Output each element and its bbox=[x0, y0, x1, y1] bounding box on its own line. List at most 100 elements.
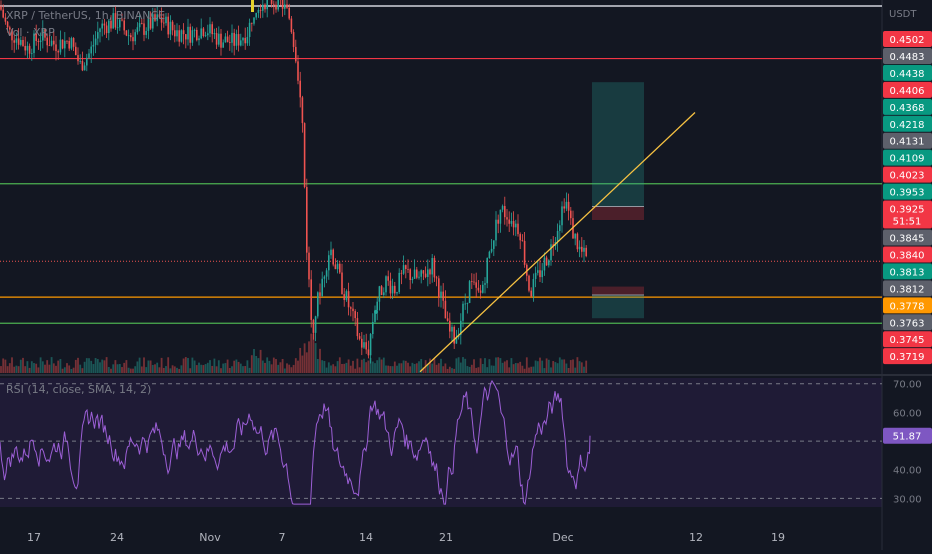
candle-body bbox=[200, 28, 202, 39]
candle-body bbox=[567, 201, 570, 211]
candle-body bbox=[116, 27, 119, 29]
trendline[interactable] bbox=[419, 112, 696, 373]
loss-zone-box[interactable] bbox=[592, 286, 644, 296]
candle-body bbox=[473, 281, 475, 283]
volume-bar bbox=[422, 367, 425, 373]
volume-bar bbox=[187, 358, 189, 373]
candle-body bbox=[407, 268, 409, 270]
candle-body bbox=[26, 45, 29, 51]
volume-bar bbox=[99, 362, 101, 373]
volume-bar bbox=[358, 367, 361, 373]
time-tick-label: 19 bbox=[771, 531, 785, 544]
volume-bar bbox=[468, 366, 471, 373]
volume-bar bbox=[114, 360, 117, 373]
candle-body bbox=[504, 206, 506, 218]
candle-body bbox=[246, 37, 249, 44]
candle-body bbox=[182, 30, 185, 35]
volume-bar bbox=[173, 366, 176, 373]
volume-bar bbox=[244, 366, 247, 373]
currency-label[interactable]: USDT bbox=[889, 9, 917, 20]
time-axis-layer[interactable]: 17 24 Nov 7 14 21 Dec 12 19 bbox=[27, 531, 785, 544]
rsi-tick-label: 30.00 bbox=[893, 494, 922, 505]
candle-body bbox=[196, 29, 198, 41]
price-label-badge bbox=[883, 331, 932, 348]
volume-bar bbox=[512, 364, 515, 373]
candle-body bbox=[42, 29, 44, 41]
volume-bar bbox=[235, 359, 238, 373]
trendline-layer[interactable] bbox=[374, 112, 696, 373]
candle-body bbox=[409, 269, 411, 281]
candle-body bbox=[79, 60, 81, 62]
volume-bar bbox=[411, 362, 414, 373]
candle-body bbox=[499, 209, 502, 224]
rsi-tick-label: 60.00 bbox=[893, 408, 922, 419]
volume-bar bbox=[554, 362, 557, 373]
price-label-text: 0.4483 bbox=[890, 52, 925, 63]
volume-bar bbox=[433, 358, 436, 373]
volume-bar bbox=[550, 367, 552, 373]
candle-body bbox=[354, 311, 356, 319]
rsi-legend[interactable]: RSI (14, close, SMA, 14, 2) bbox=[6, 383, 151, 396]
candle-body bbox=[517, 223, 519, 235]
candle-body bbox=[64, 40, 66, 49]
volume-bar bbox=[237, 361, 240, 373]
volume-bar bbox=[565, 363, 568, 373]
candle-body bbox=[490, 248, 493, 252]
candle-body bbox=[310, 279, 312, 320]
profit-zone-box[interactable] bbox=[592, 82, 644, 207]
candle-body bbox=[187, 26, 189, 40]
volume-bar bbox=[136, 361, 139, 373]
volume-bar bbox=[321, 360, 324, 373]
candle-body bbox=[339, 263, 341, 273]
price-label-badge bbox=[883, 64, 932, 81]
candle-body bbox=[510, 221, 513, 224]
position-boxes-layer[interactable] bbox=[592, 82, 644, 319]
volume-bar bbox=[369, 357, 372, 373]
price-label-badge bbox=[883, 246, 932, 263]
volume-bar bbox=[50, 357, 53, 373]
candle-body bbox=[578, 246, 581, 250]
volume-bar bbox=[132, 368, 134, 373]
candle-body bbox=[411, 278, 414, 281]
candle-body bbox=[130, 35, 132, 38]
candle-body bbox=[28, 45, 31, 54]
volume-bar bbox=[39, 357, 42, 373]
volume-bar bbox=[121, 367, 123, 373]
volume-bar bbox=[572, 359, 574, 373]
volume-bar bbox=[176, 367, 178, 373]
volume-bar bbox=[259, 349, 262, 373]
candle-body bbox=[292, 32, 295, 47]
countdown-text: 51:51 bbox=[893, 217, 922, 228]
price-label-badge bbox=[883, 98, 932, 115]
candle-body bbox=[295, 46, 297, 62]
profit-zone-box[interactable] bbox=[592, 295, 644, 319]
candle-body bbox=[486, 258, 488, 284]
volume-bar bbox=[266, 357, 269, 373]
symbol-legend[interactable]: XRP / TetherUS, 1h, BINANCE bbox=[6, 9, 165, 22]
candle-body bbox=[202, 28, 205, 37]
price-label-text: 0.4406 bbox=[890, 86, 925, 97]
candle-body bbox=[290, 18, 293, 33]
price-label-badge bbox=[883, 280, 932, 297]
volume-bar bbox=[561, 359, 563, 373]
price-label-text: 0.3745 bbox=[890, 335, 925, 346]
volume-bar bbox=[63, 367, 66, 373]
volume-bar bbox=[378, 357, 381, 373]
volume-bar bbox=[171, 365, 174, 373]
volume-bar bbox=[347, 359, 350, 373]
candle-body bbox=[400, 272, 403, 274]
price-label-text: 0.4109 bbox=[890, 154, 925, 165]
loss-zone-box[interactable] bbox=[592, 206, 644, 221]
candle-body bbox=[440, 291, 442, 298]
volume-bar bbox=[55, 365, 57, 373]
volume-bar bbox=[85, 358, 88, 373]
candle-body bbox=[288, 7, 290, 19]
candle-body bbox=[33, 33, 35, 54]
candle-body bbox=[152, 14, 154, 29]
volume-legend[interactable]: Vol · XRP bbox=[6, 26, 55, 39]
price-label-text: 0.4438 bbox=[890, 69, 925, 80]
candle-body bbox=[466, 302, 469, 304]
volume-bar bbox=[233, 360, 236, 373]
